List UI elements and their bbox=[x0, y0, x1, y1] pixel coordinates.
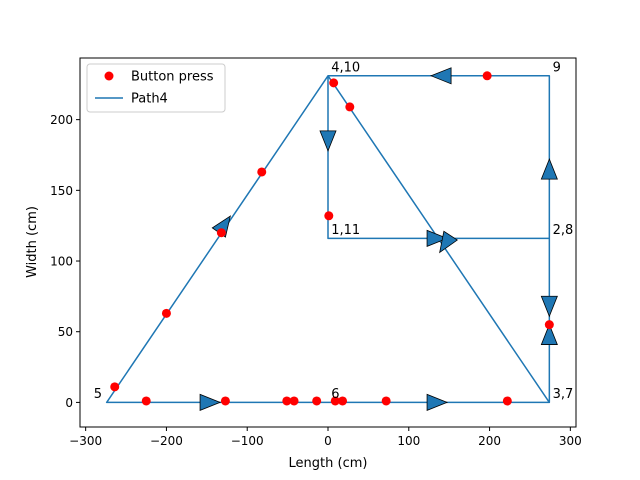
annotations-layer: 4,10 9 1,11 2,8 3,7 6 5 bbox=[94, 61, 574, 403]
legend-label-button-press: Button press bbox=[131, 70, 214, 85]
x-tick-label: 200 bbox=[478, 434, 501, 448]
waypoint-label: 6 bbox=[331, 387, 339, 402]
y-tick-label: 150 bbox=[50, 184, 73, 198]
button-press-point bbox=[257, 167, 267, 177]
button-press-point bbox=[141, 396, 151, 406]
button-press-point bbox=[381, 396, 391, 406]
y-tick-label: 200 bbox=[50, 113, 73, 127]
points-layer bbox=[110, 71, 554, 406]
y-axis-label: Width (cm) bbox=[25, 206, 40, 278]
x-ticks: −300 −200 −100 0 100 200 300 bbox=[69, 427, 582, 448]
direction-arrow-3 bbox=[439, 230, 458, 254]
button-press-point bbox=[502, 396, 512, 406]
button-press-point bbox=[220, 396, 230, 406]
y-tick-label: 100 bbox=[50, 255, 73, 269]
legend: Button press Path4 bbox=[86, 63, 226, 113]
waypoint-label: 4,10 bbox=[331, 61, 360, 76]
button-press-point bbox=[216, 228, 226, 238]
x-tick-label: 0 bbox=[324, 434, 332, 448]
y-tick-label: 0 bbox=[65, 396, 73, 410]
x-tick-label: −300 bbox=[69, 434, 102, 448]
y-tick-label: 50 bbox=[58, 325, 73, 339]
direction-arrow-1 bbox=[319, 130, 337, 152]
path4-line bbox=[105, 75, 551, 404]
button-press-point bbox=[544, 320, 554, 330]
direction-arrow-10 bbox=[430, 67, 452, 85]
waypoint-label: 1,11 bbox=[331, 223, 360, 238]
button-press-point bbox=[289, 396, 299, 406]
button-press-point bbox=[330, 396, 340, 406]
button-press-point bbox=[324, 211, 334, 221]
x-tick-label: −200 bbox=[150, 434, 183, 448]
direction-arrow-6 bbox=[540, 323, 558, 345]
legend-box bbox=[86, 63, 226, 113]
waypoint-label: 2,8 bbox=[553, 223, 574, 238]
button-press-point bbox=[161, 308, 171, 318]
x-tick-label: −100 bbox=[231, 434, 264, 448]
arrows-layer bbox=[199, 67, 558, 411]
waypoint-label: 3,7 bbox=[553, 387, 574, 402]
direction-arrow-8 bbox=[199, 393, 222, 411]
y-ticks: 0 50 100 150 200 bbox=[50, 113, 80, 410]
direction-arrow-5 bbox=[540, 295, 558, 318]
button-press-point bbox=[312, 396, 322, 406]
button-press-point bbox=[110, 382, 120, 392]
direction-arrow-7 bbox=[426, 393, 449, 411]
button-press-point bbox=[282, 396, 292, 406]
x-axis-label: Length (cm) bbox=[289, 456, 368, 471]
waypoint-label: 9 bbox=[553, 61, 561, 76]
button-press-point bbox=[482, 71, 492, 81]
button-press-point bbox=[338, 396, 348, 406]
waypoint-label: 5 bbox=[94, 387, 102, 402]
button-press-point bbox=[345, 102, 355, 112]
direction-arrow-2 bbox=[426, 229, 449, 247]
x-tick-label: 300 bbox=[559, 434, 582, 448]
button-press-point bbox=[329, 78, 339, 88]
lines-layer bbox=[105, 75, 551, 404]
x-tick-label: 100 bbox=[397, 434, 420, 448]
direction-arrow-4 bbox=[540, 158, 558, 180]
legend-label-path4: Path4 bbox=[131, 92, 168, 107]
legend-marker-button-press bbox=[104, 71, 114, 81]
